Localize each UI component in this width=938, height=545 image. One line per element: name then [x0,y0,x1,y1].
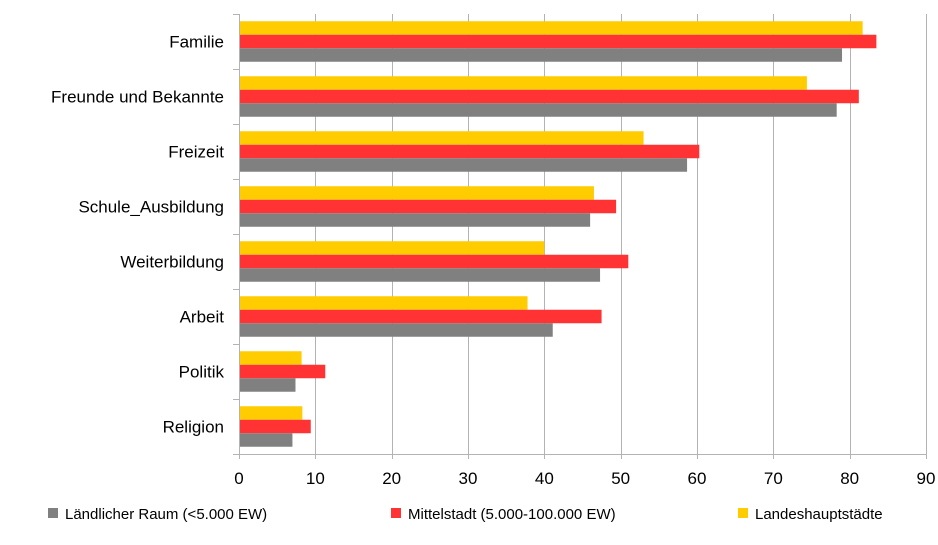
x-tick-label: 40 [535,469,554,488]
x-tick-label: 80 [840,469,859,488]
category-label: Politik [179,363,225,382]
bar [239,34,877,49]
category-labels: Familie Freunde und Bekannte Freizeit Schul… [51,33,224,437]
x-tick-label: 50 [611,469,630,488]
bar [239,433,293,447]
x-tick-label: 60 [688,469,707,488]
bar [239,296,528,310]
x-tick-label: 30 [459,469,478,488]
bar [239,21,863,35]
bar [239,406,303,420]
bar [239,103,837,117]
bar [239,76,807,90]
bar [239,213,591,227]
legend-swatch [391,508,401,518]
category-label: Freunde und Bekannte [51,88,224,107]
bar [239,351,302,365]
x-tick-labels: 0 10 20 30 40 50 60 70 80 90 [234,469,935,488]
category-label: Schule_Ausbildung [78,198,224,217]
legend-swatch [48,508,58,518]
bar [239,199,617,214]
bar [239,268,601,282]
category-label: Familie [169,33,224,52]
legend-swatch [738,508,748,518]
category-label: Religion [163,418,224,437]
legend-label: Landeshauptstädte [755,506,883,523]
x-tick-label: 0 [234,469,243,488]
bar [239,186,594,200]
bar [239,89,859,104]
bar [239,254,629,269]
x-tick-label: 90 [917,469,936,488]
x-tick-label: 70 [764,469,783,488]
x-tick-label: 20 [382,469,401,488]
bars [239,21,877,447]
x-tick-label: 10 [306,469,325,488]
axes [233,14,927,459]
bar [239,378,296,392]
bar [239,364,326,379]
category-label: Weiterbildung [120,253,224,272]
bar [239,419,311,434]
bar [239,131,644,145]
bar [239,158,688,172]
bar [239,48,843,62]
category-label: Freizeit [168,143,224,162]
legend-label: Mittelstadt (5.000-100.000 EW) [408,506,616,523]
bar [239,144,700,159]
legend: Ländlicher Raum (<5.000 EW) Mittelstadt (… [48,506,883,523]
category-label: Arbeit [180,308,225,327]
legend-label: Ländlicher Raum (<5.000 EW) [65,506,267,523]
bar [239,309,602,324]
bar [239,323,553,337]
bar [239,241,545,255]
